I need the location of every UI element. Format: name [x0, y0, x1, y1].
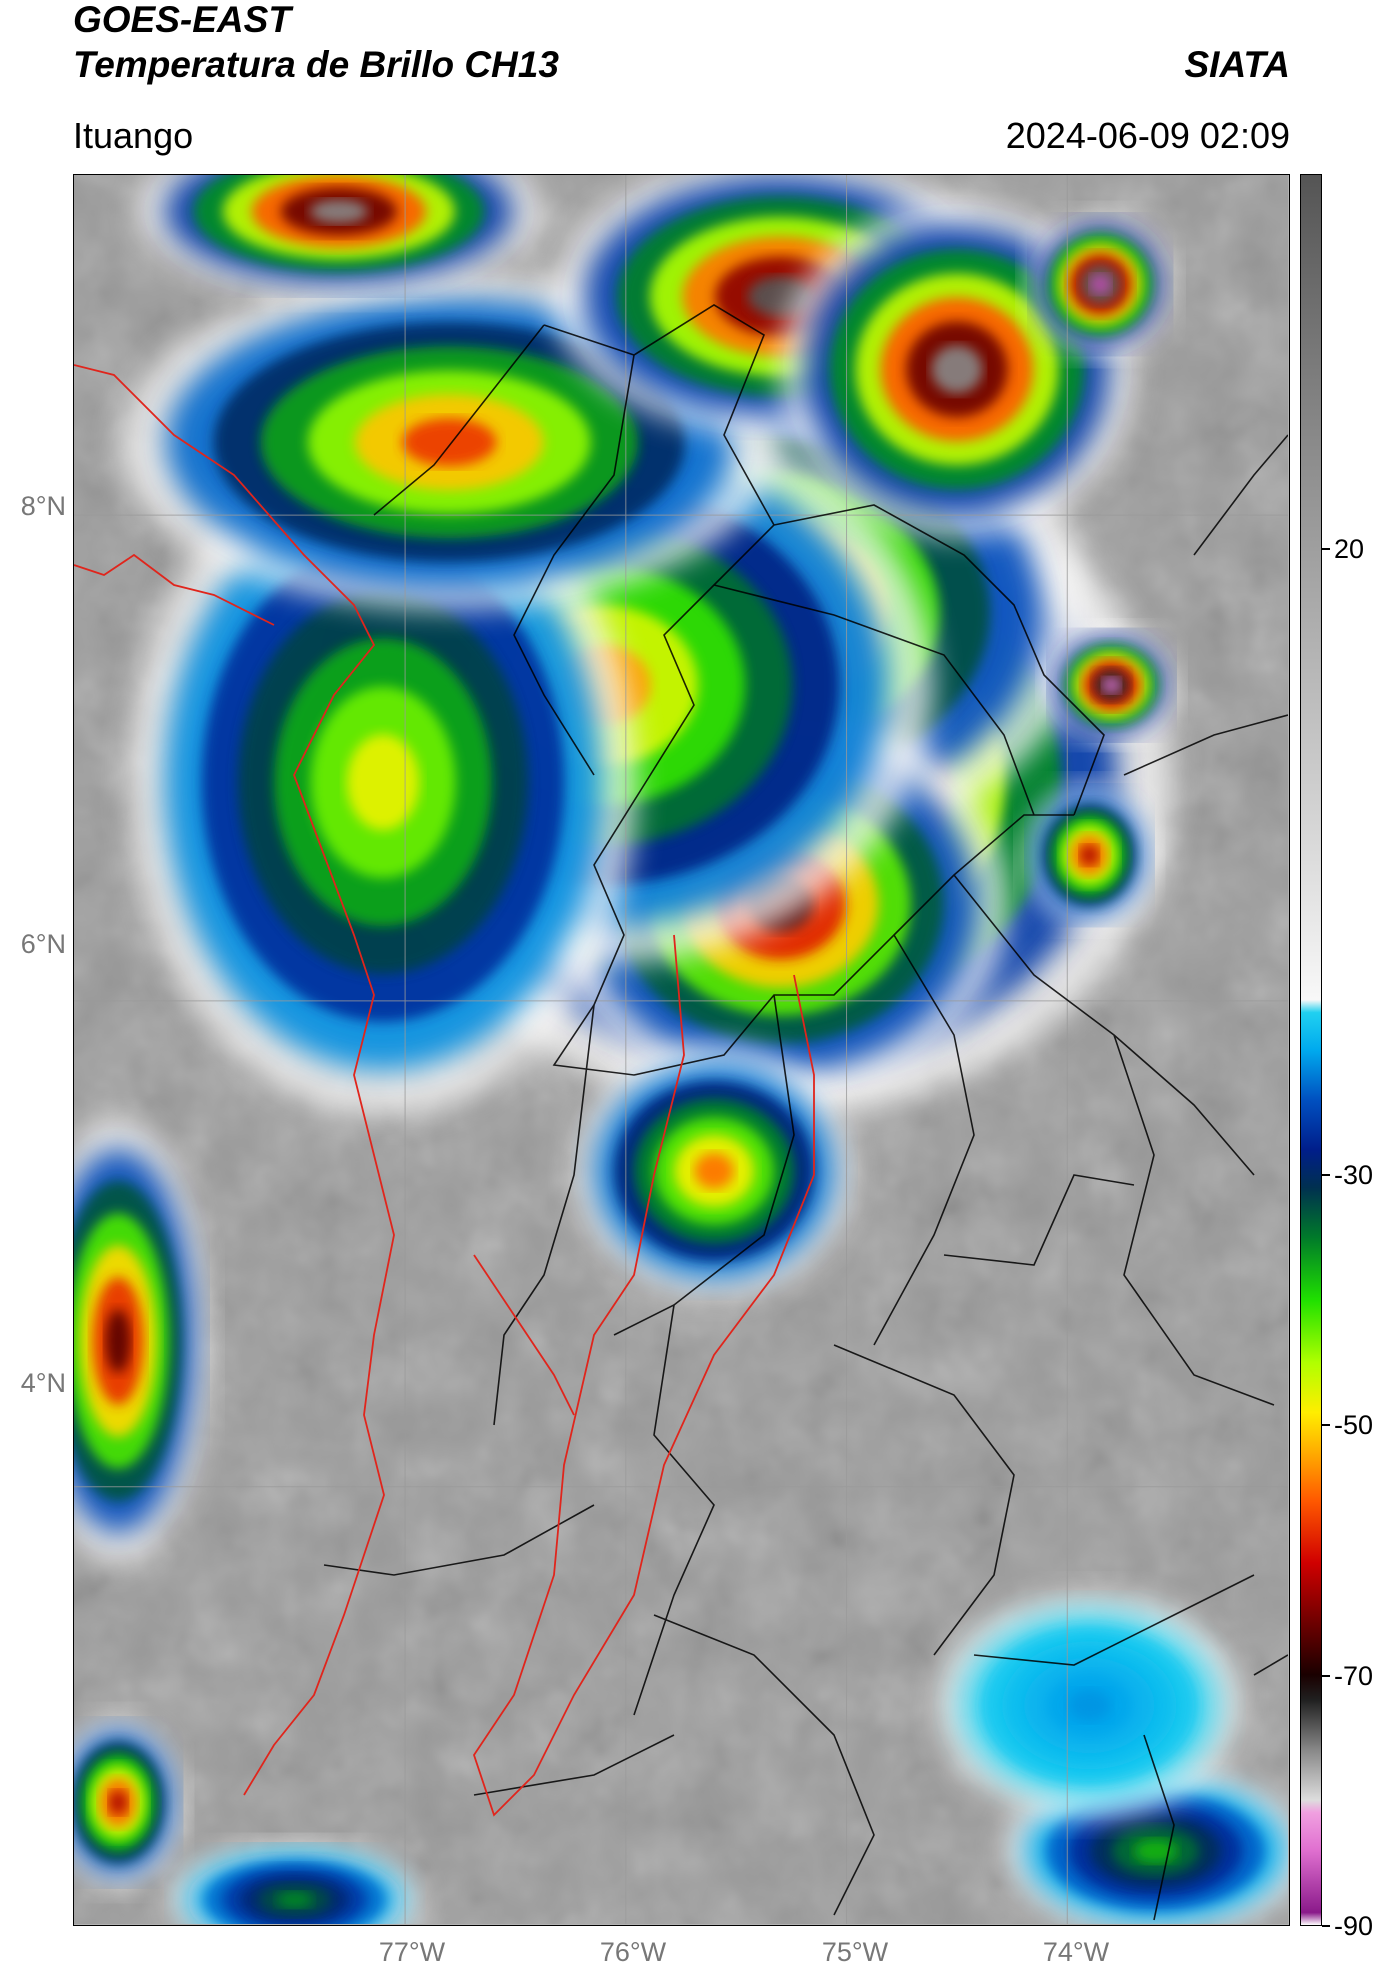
cell-ring — [1102, 677, 1121, 694]
admin-line — [1253, 1654, 1288, 1676]
cell-ring — [931, 345, 983, 394]
international-borders — [74, 364, 815, 1817]
admin-line — [1193, 434, 1288, 556]
lon-tick-label: 75°W — [821, 1937, 889, 1967]
storm-cell — [1025, 785, 1153, 926]
admin-line — [973, 1574, 1255, 1666]
admin-line — [653, 1614, 875, 1916]
storm-cell — [937, 1593, 1242, 1818]
storm-cell — [129, 447, 637, 1118]
colorbar-tick-label: -70 — [1334, 1660, 1374, 1691]
lon-tick-label: 76°W — [599, 1937, 667, 1967]
colorbar-tick-label: -30 — [1334, 1160, 1374, 1191]
org-label: SIATA — [1184, 44, 1290, 85]
colorbar-tick-mark — [1322, 1174, 1330, 1177]
colorbar-tick-label: 20 — [1334, 534, 1365, 565]
colorbar-tick-mark — [1322, 1424, 1330, 1427]
colorbar-tick-mark — [1322, 1674, 1330, 1677]
cell-ring — [694, 1152, 735, 1189]
storm-cell — [1047, 629, 1175, 741]
lon-tick-label: 74°W — [1042, 1937, 1110, 1967]
cell-ring — [402, 418, 497, 467]
title-line-2: Temperatura de Brillo CH13 — [73, 44, 559, 85]
storm-cell — [135, 175, 542, 296]
satellite-map[interactable] — [73, 174, 1290, 1926]
lat-tick-label: 8°N — [20, 491, 66, 521]
admin-line — [613, 994, 795, 1336]
admin-line — [873, 934, 975, 1346]
storm-cell — [74, 1718, 182, 1887]
storm-cell — [1029, 214, 1172, 355]
cell-ring — [1080, 845, 1099, 866]
admin-boundaries — [323, 304, 1288, 1921]
storm-cell — [167, 1843, 422, 1924]
admin-line — [1123, 714, 1288, 776]
admin-line — [1143, 1734, 1175, 1921]
border-line — [74, 553, 275, 626]
admin-line — [833, 1344, 1015, 1656]
admin-line — [713, 584, 1035, 816]
lat-tick-label: 6°N — [20, 929, 66, 959]
title-line-1: GOES-EAST — [73, 0, 291, 40]
border-line — [473, 934, 815, 1817]
lon-tick-label: 77°W — [378, 1937, 446, 1967]
cell-ring — [1090, 274, 1111, 295]
colorbar-tick-label: -90 — [1334, 1911, 1374, 1941]
admin-line — [373, 324, 545, 516]
storm-cell — [74, 1117, 207, 1565]
admin-line — [513, 354, 635, 776]
cell-ring — [346, 734, 420, 831]
colorbar — [1300, 174, 1322, 1926]
admin-line — [773, 504, 1105, 816]
colorbar-tick-mark — [1322, 1925, 1330, 1927]
border-line — [473, 1254, 575, 1416]
colorbar-tick-label: -50 — [1334, 1410, 1374, 1441]
datetime-label: 2024-06-09 02:09 — [1005, 115, 1290, 156]
gridlines — [74, 175, 1288, 1924]
storm-cell — [574, 1045, 854, 1297]
admin-line — [1113, 1034, 1275, 1406]
cell-ring — [109, 1790, 128, 1815]
border-line — [74, 364, 395, 1796]
admin-line — [943, 1174, 1135, 1266]
admin-line — [473, 1734, 675, 1796]
cell-ring — [276, 1891, 313, 1908]
lat-tick-label: 4°N — [20, 1368, 66, 1398]
admin-line — [633, 1304, 715, 1716]
cell-ring — [105, 1309, 131, 1373]
cell-ring — [1067, 1689, 1112, 1722]
colorbar-tick-mark — [1322, 548, 1330, 551]
cell-ring — [309, 199, 368, 224]
admin-line — [543, 304, 1074, 1076]
admin-line — [493, 1004, 595, 1426]
location-label: Ituango — [73, 115, 194, 156]
map-canvas — [74, 175, 1288, 1924]
